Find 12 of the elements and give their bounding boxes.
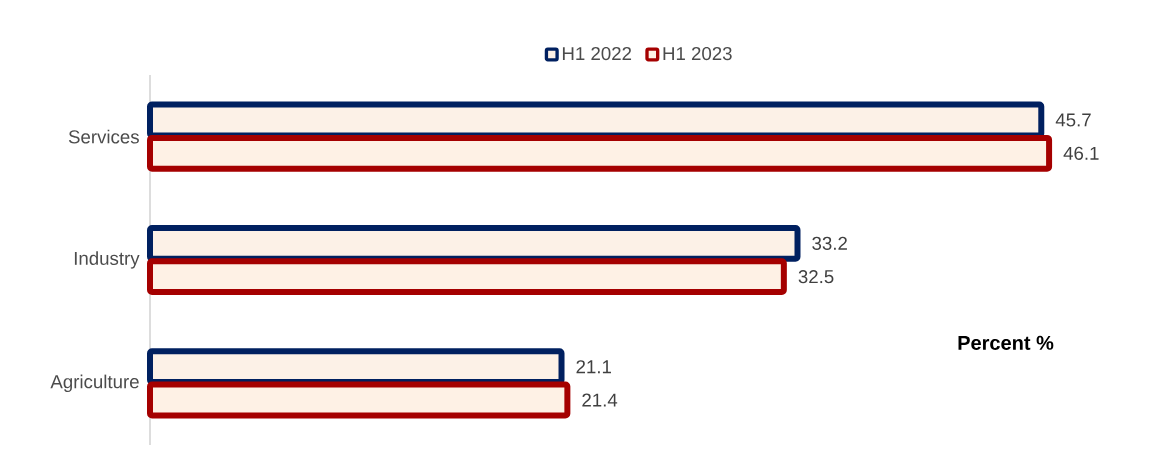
data-label: 21.4 (582, 393, 618, 407)
legend-label: H1 2022 (562, 46, 632, 61)
data-label: 46.1 (1063, 146, 1099, 160)
annotation: Percent % (958, 335, 1054, 350)
data-label: 21.1 (576, 360, 611, 374)
data-label: 33.2 (812, 236, 847, 250)
y-tick-label: Agriculture (50, 374, 139, 393)
y-tick-label: Industry (74, 251, 140, 269)
legend-label: H1 2023 (663, 46, 732, 61)
data-label: 45.7 (1055, 113, 1091, 127)
y-tick-label: Services (68, 129, 139, 144)
data-label: 32.5 (798, 270, 834, 284)
